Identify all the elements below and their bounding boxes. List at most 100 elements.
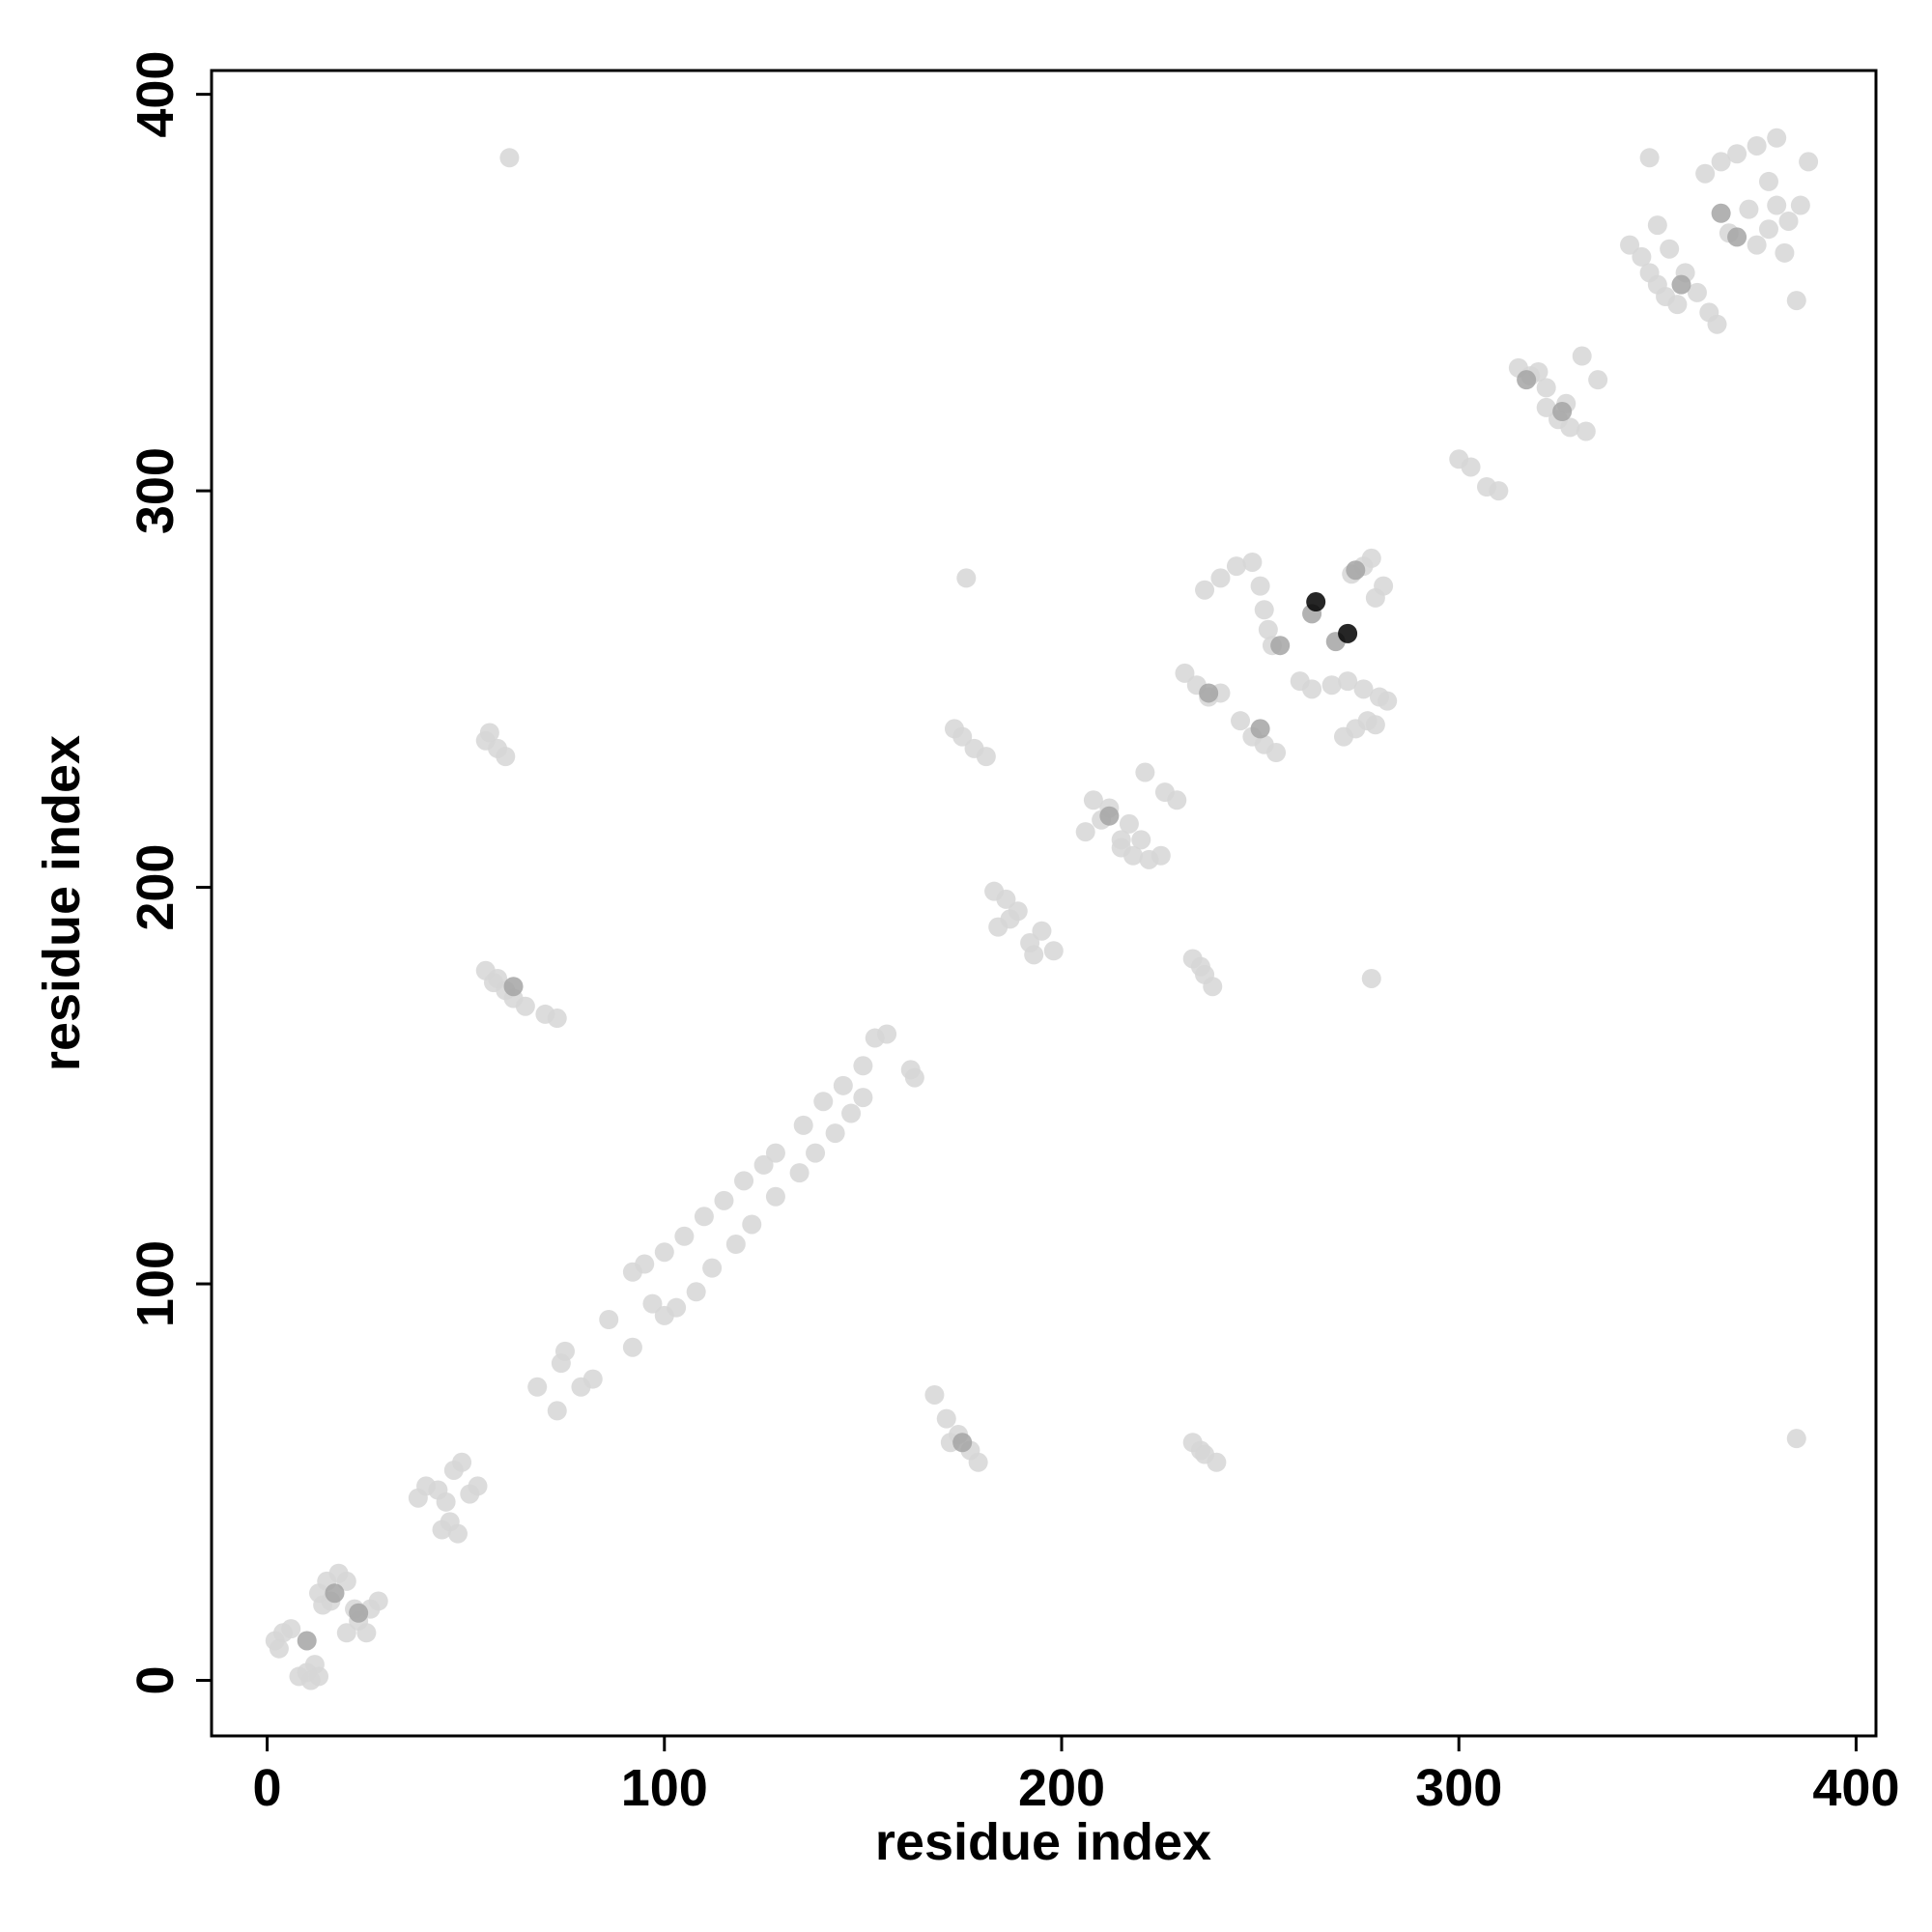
point: [281, 1619, 301, 1639]
plot-frame: [210, 69, 1878, 1738]
x-tick-label: 300: [1415, 1759, 1502, 1817]
point: [1786, 291, 1806, 311]
point: [1489, 481, 1509, 501]
point: [1000, 909, 1020, 929]
point: [694, 1207, 714, 1227]
point: [1799, 152, 1819, 172]
point: [460, 1484, 480, 1504]
point: [642, 1293, 663, 1314]
point: [1536, 397, 1556, 417]
point: [1195, 580, 1215, 600]
point: [734, 1171, 754, 1191]
point: [1620, 235, 1640, 255]
y-tick-label: 0: [127, 1666, 185, 1695]
point: [753, 1154, 774, 1175]
point: [1639, 148, 1660, 168]
point: [674, 1226, 695, 1246]
point: [996, 889, 1016, 909]
point: [479, 723, 499, 743]
point: [765, 1143, 785, 1163]
point: [622, 1337, 642, 1357]
x-tick-label: 0: [253, 1759, 282, 1817]
point: [1365, 587, 1385, 608]
point: [1767, 128, 1787, 148]
point: [496, 747, 516, 767]
point: [1727, 144, 1747, 164]
point: [1711, 203, 1731, 223]
point: [1199, 683, 1219, 703]
point: [547, 1009, 567, 1029]
point: [1207, 1452, 1227, 1472]
point: [1123, 845, 1144, 866]
point: [483, 973, 503, 993]
point: [635, 1254, 655, 1274]
point: [654, 1242, 674, 1263]
point: [1660, 239, 1680, 259]
point: [1361, 548, 1381, 568]
point: [968, 1452, 988, 1472]
point: [1632, 246, 1652, 267]
point: [499, 148, 520, 168]
point: [853, 1056, 873, 1076]
point: [1588, 370, 1608, 390]
point: [1647, 215, 1667, 236]
point: [1210, 568, 1231, 588]
point: [1151, 845, 1171, 866]
point: [976, 747, 996, 767]
point: [582, 1369, 603, 1389]
point: [1517, 370, 1537, 390]
y-tick-label: 200: [127, 844, 185, 931]
point: [1075, 822, 1095, 842]
point: [904, 1067, 924, 1088]
point: [443, 1460, 464, 1480]
point: [841, 1103, 862, 1123]
point: [1266, 743, 1287, 763]
point: [1024, 945, 1044, 965]
point: [527, 1377, 548, 1397]
point: [1203, 977, 1223, 997]
point: [813, 1092, 834, 1112]
point: [1190, 956, 1210, 977]
point: [336, 1623, 356, 1643]
point: [547, 1401, 567, 1421]
point: [1361, 968, 1381, 988]
point: [853, 1088, 873, 1108]
point: [503, 977, 524, 997]
point: [833, 1075, 853, 1095]
point: [1231, 711, 1251, 731]
point: [877, 1024, 897, 1044]
point: [1254, 600, 1274, 620]
point: [952, 1433, 973, 1453]
point: [1242, 552, 1263, 572]
point: [944, 719, 964, 739]
point: [1461, 457, 1481, 477]
point: [297, 1631, 317, 1651]
point: [825, 1123, 845, 1144]
point: [1536, 378, 1556, 398]
point: [806, 1143, 826, 1163]
x-tick-label: 200: [1018, 1759, 1105, 1817]
x-tick-label: 100: [621, 1759, 708, 1817]
y-tick-label: 300: [127, 447, 185, 534]
point: [1226, 556, 1246, 577]
point: [1711, 152, 1731, 172]
point: [1032, 921, 1052, 941]
point: [368, 1591, 388, 1611]
point: [1378, 691, 1398, 711]
point: [1739, 199, 1759, 219]
point: [725, 1235, 746, 1255]
point: [1778, 211, 1799, 231]
point: [936, 1408, 956, 1429]
point: [1099, 806, 1120, 826]
point: [300, 1670, 321, 1690]
point: [1346, 560, 1366, 581]
point: [1135, 762, 1155, 782]
point: [1250, 719, 1270, 739]
point: [714, 1190, 734, 1210]
point: [1786, 1429, 1806, 1449]
point: [1707, 314, 1727, 334]
point: [1083, 790, 1103, 810]
x-axis-label: residue index: [875, 1813, 1211, 1871]
point: [1190, 1440, 1210, 1461]
